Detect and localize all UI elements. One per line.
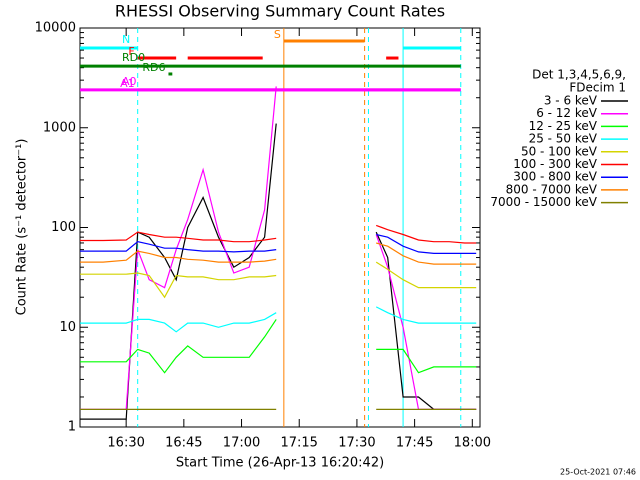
- legend-title: FDecim 1: [569, 81, 626, 95]
- series-line: [80, 123, 477, 420]
- series-line: [80, 233, 477, 254]
- legend-label: 800 - 7000 keV: [506, 182, 598, 196]
- x-tick-label: 17:00: [223, 436, 260, 451]
- legend-label: 6 - 12 keV: [536, 106, 598, 120]
- flag-label: A0: [122, 75, 137, 88]
- x-tick-label: 17:15: [280, 436, 317, 451]
- series-line: [80, 242, 477, 265]
- y-tick-label: 10: [59, 320, 76, 335]
- series-line: [80, 261, 477, 299]
- y-tick-label: 10000: [35, 21, 76, 36]
- flag-label: A1: [120, 77, 135, 90]
- x-tick-label: 17:45: [396, 436, 433, 451]
- series-line: [80, 306, 477, 333]
- x-tick-label: 16:30: [107, 436, 144, 451]
- x-tick-label: 18:00: [454, 436, 491, 451]
- legend-title: Det 1,3,4,5,6,9,: [532, 68, 626, 82]
- flag-label: S: [274, 28, 281, 41]
- y-tick-label: 1: [68, 420, 76, 435]
- legend-label: 3 - 6 keV: [544, 94, 598, 108]
- legend-label: 50 - 100 keV: [521, 144, 598, 158]
- chart-title: RHESSI Observing Summary Count Rates: [115, 2, 445, 21]
- series-line: [80, 224, 477, 244]
- footer-date: 25-Oct-2021 07:46: [560, 468, 636, 477]
- y-axis-label: Count Rate (s⁻¹ detector⁻¹): [15, 139, 30, 316]
- series-line: [80, 319, 477, 374]
- legend-label: 300 - 800 keV: [513, 170, 597, 184]
- x-tick-label: 16:45: [165, 436, 202, 451]
- flag-label: RD6: [142, 61, 165, 74]
- plot-frame: [79, 27, 481, 428]
- legend-label: 25 - 50 keV: [529, 132, 598, 146]
- x-tick-label: 17:30: [338, 436, 375, 451]
- legend-label: 100 - 300 keV: [513, 157, 597, 171]
- series-line: [80, 86, 477, 410]
- y-tick-label: 1000: [43, 120, 76, 135]
- flag-label: F: [128, 45, 134, 58]
- flag-label: RD0: [122, 51, 145, 64]
- x-axis-label: Start Time (26-Apr-13 16:20:42): [176, 456, 384, 471]
- legend-label: 7000 - 15000 keV: [490, 195, 597, 209]
- flag-label: N: [122, 33, 130, 46]
- legend-label: 12 - 25 keV: [529, 119, 598, 133]
- y-tick-label: 100: [51, 220, 76, 235]
